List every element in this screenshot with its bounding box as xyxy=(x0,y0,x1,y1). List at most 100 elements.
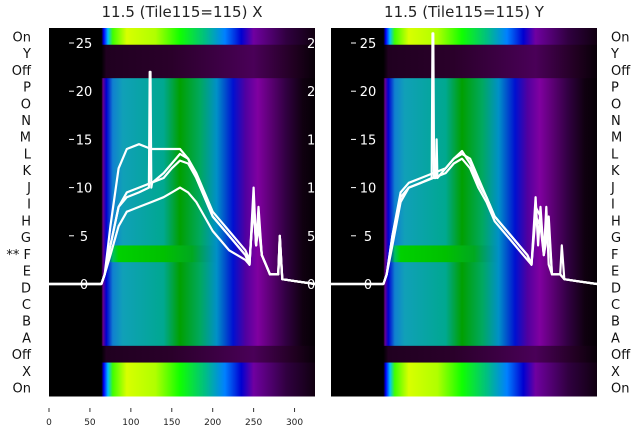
overlay-ytick-label: 0 xyxy=(80,278,88,293)
heatmap-row-i xyxy=(331,195,597,213)
overlay-ytick-label: 5 xyxy=(80,230,88,245)
row-label-left: On xyxy=(13,30,31,45)
heatmap-row-j xyxy=(331,178,597,196)
heatmap-row-on xyxy=(49,28,315,46)
row-label-left: X xyxy=(22,365,31,380)
row-label-left: ** F xyxy=(6,248,31,263)
row-label-left: D xyxy=(21,281,31,296)
xtick-label: 100 xyxy=(122,418,139,428)
row-label-left: E xyxy=(23,265,31,280)
heatmap-row-x xyxy=(49,362,315,380)
heatmap-row-c xyxy=(331,295,597,313)
xtick-label: 250 xyxy=(245,418,262,428)
overlay-ytick-label-twin: 15 xyxy=(307,133,324,148)
row-label-right: Off xyxy=(611,64,631,79)
heatmap-row-g xyxy=(331,228,597,246)
row-label-left: L xyxy=(24,147,32,162)
heatmap-row-a xyxy=(331,329,597,347)
overlay-ytick-label: 25 xyxy=(76,37,93,52)
overlay-ytick-label: 15 xyxy=(76,133,93,148)
heatmap-row-o xyxy=(49,94,315,113)
heatmap-row-x xyxy=(331,362,597,380)
heatmap-row-off xyxy=(49,61,315,79)
row-label-left: On xyxy=(13,382,31,397)
heatmap-row-on xyxy=(49,379,315,397)
heatmap-row-f xyxy=(331,245,597,263)
row-label-left: H xyxy=(21,214,31,229)
heatmap-row-b xyxy=(331,312,597,330)
heatmap-row-y xyxy=(49,44,315,62)
heatmap-row-on xyxy=(331,379,597,397)
row-label-left: P xyxy=(23,81,31,96)
overlay-ytick-label: 10 xyxy=(76,182,93,197)
heatmap-row-a xyxy=(49,329,315,347)
row-label-right: K xyxy=(611,164,620,179)
title-x: 11.5 (Tile115=115) X xyxy=(101,3,262,21)
xtick-label: 0 xyxy=(46,418,52,428)
heatmap-row-g xyxy=(49,228,315,246)
heatmap-row-m xyxy=(49,128,315,146)
heatmap-row-m xyxy=(331,128,597,146)
xtick-label: 300 xyxy=(286,418,303,428)
heatmap-row-off xyxy=(331,61,597,79)
row-label-right: P xyxy=(611,81,619,96)
heatmap-row-n xyxy=(331,111,597,129)
row-label-left: A xyxy=(22,331,31,346)
row-label-right: I xyxy=(611,198,615,213)
heatmap-row-c xyxy=(49,295,315,313)
row-label-right: A xyxy=(611,331,620,346)
heatmap-row-h xyxy=(49,212,315,230)
heatmap-row-f xyxy=(49,245,315,263)
x-axis: 0 50 100 150 200 250 300 xyxy=(46,408,303,428)
row-label-left: B xyxy=(22,315,31,330)
row-label-left: M xyxy=(20,131,31,146)
row-label-right: L xyxy=(611,147,619,162)
heatmap-row-d xyxy=(49,278,315,297)
row-label-right: M xyxy=(611,131,622,146)
overlay-trace xyxy=(331,157,598,286)
heatmap-row-l xyxy=(49,145,315,163)
row-label-right: C xyxy=(611,298,620,313)
heatmap-row-n xyxy=(49,111,315,129)
heatmap-row-off xyxy=(331,345,597,364)
row-label-right: X xyxy=(611,365,620,380)
row-label-left: Off xyxy=(12,348,32,363)
overlay-ytick-label: 25 xyxy=(360,37,377,52)
row-label-right: On xyxy=(611,382,629,397)
overlay-ytick-label: 20 xyxy=(76,85,93,100)
row-label-left: I xyxy=(27,198,31,213)
overlay-ytick-label-twin: 20 xyxy=(307,85,324,100)
heatmap-row-d xyxy=(331,278,597,297)
row-label-left: C xyxy=(22,298,31,313)
row-label-right: E xyxy=(611,265,619,280)
row-label-right: G xyxy=(611,231,621,246)
overlay-ytick-label: 10 xyxy=(360,182,377,197)
heatmap-row-b xyxy=(49,312,315,330)
xtick-label: 150 xyxy=(163,418,180,428)
title-y: 11.5 (Tile115=115) Y xyxy=(384,3,545,21)
row-label-left: J xyxy=(26,181,31,196)
row-label-left: Off xyxy=(12,64,32,79)
row-label-left: G xyxy=(21,231,31,246)
row-label-left: O xyxy=(21,97,31,112)
row-label-right: Off xyxy=(611,348,631,363)
row-label-right: On xyxy=(611,30,629,45)
row-label-right: H xyxy=(611,214,621,229)
row-label-right: O xyxy=(611,97,621,112)
heatmap-row-off xyxy=(49,345,315,364)
row-label-right: F xyxy=(611,248,618,263)
heatmap-row-h xyxy=(331,212,597,230)
overlay-ytick-label-twin: 10 xyxy=(307,182,324,197)
overlay-ytick-label: 0 xyxy=(364,278,372,293)
overlay-ytick-label: 20 xyxy=(360,85,377,100)
heatmap-row-p xyxy=(49,78,315,96)
row-label-left: K xyxy=(22,164,31,179)
row-label-right: J xyxy=(610,181,615,196)
overlay-ytick-label: 15 xyxy=(360,133,377,148)
overlay-ytick-label-twin: 5 xyxy=(307,230,315,245)
heatmap-row-on xyxy=(331,28,597,46)
heatmap-row-y xyxy=(331,44,597,62)
heatmap-row-k xyxy=(331,161,597,180)
